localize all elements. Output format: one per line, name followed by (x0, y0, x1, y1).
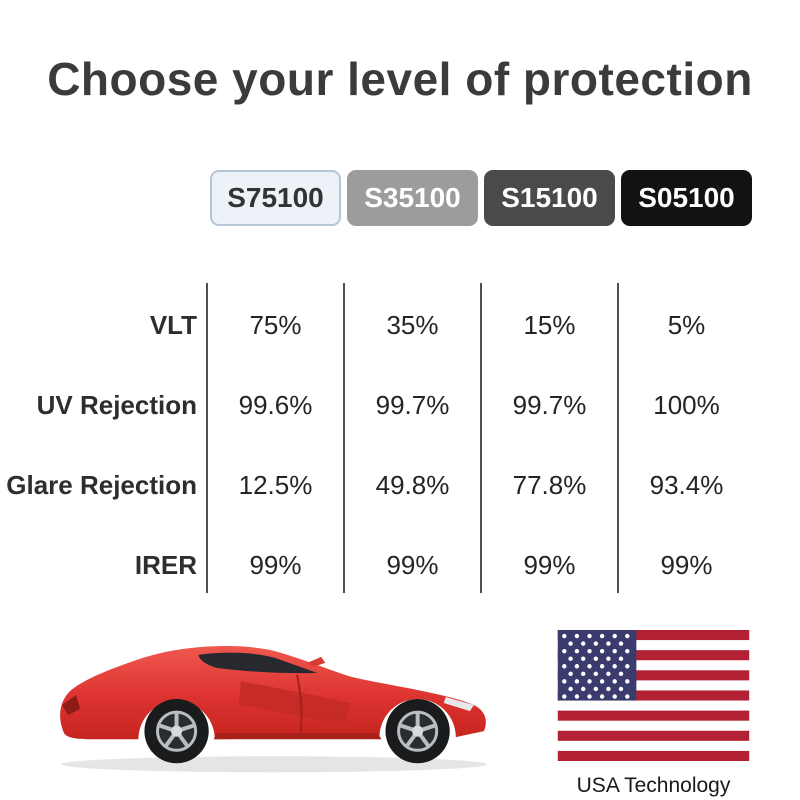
comparison-table: VLT 75% 35% 15% 5% UV Rejection 99.6% 99… (0, 285, 755, 605)
row-label: VLT (149, 309, 197, 340)
page-title: Choose your level of protection (47, 53, 753, 105)
table-cell: 12.5% (238, 469, 313, 500)
table-cell: 99.7% (375, 389, 450, 420)
table-cell: 99% (249, 549, 302, 580)
column-divider (480, 283, 482, 593)
product-badge-s05100[interactable]: S05100 (621, 170, 752, 226)
table-cell: 15% (523, 309, 576, 340)
flag-caption: USA Technology (576, 774, 731, 797)
row-label: IRER (134, 549, 197, 580)
table-cell: 5% (667, 309, 706, 340)
red-sports-car-image (48, 610, 500, 780)
product-badges-row: S75100 S35100 S15100 S05100 (0, 170, 755, 226)
product-badge-s75100[interactable]: S75100 (210, 170, 341, 226)
table-cell: 99% (523, 549, 576, 580)
red-sports-car-svg (60, 646, 487, 773)
table-row-uv-rejection: UV Rejection 99.6% 99.7% 99.7% 100% (0, 365, 755, 445)
table-cell: 99.6% (238, 389, 313, 420)
column-divider (617, 283, 619, 593)
table-row-irer: IRER 99% 99% 99% 99% (0, 525, 755, 605)
column-divider (206, 283, 208, 593)
product-badge-s35100[interactable]: S35100 (347, 170, 478, 226)
badge-spacer (0, 170, 207, 226)
row-label: UV Rejection (36, 389, 197, 420)
table-cell: 100% (653, 389, 720, 420)
usa-flag-svg (557, 630, 750, 761)
table-row-glare-rejection: Glare Rejection 12.5% 49.8% 77.8% 93.4% (0, 445, 755, 525)
product-badge-s15100[interactable]: S15100 (484, 170, 615, 226)
table-cell: 93.4% (649, 469, 724, 500)
table-cell: 75% (249, 309, 302, 340)
table-cell: 99% (660, 549, 713, 580)
table-cell: 77.8% (512, 469, 587, 500)
row-label: Glare Rejection (6, 469, 197, 500)
column-divider (343, 283, 345, 593)
table-row-vlt: VLT 75% 35% 15% 5% (0, 285, 755, 365)
table-cell: 99% (386, 549, 439, 580)
usa-flag-icon (557, 630, 750, 761)
table-cell: 35% (386, 309, 439, 340)
table-cell: 99.7% (512, 389, 587, 420)
table-cell: 49.8% (375, 469, 450, 500)
